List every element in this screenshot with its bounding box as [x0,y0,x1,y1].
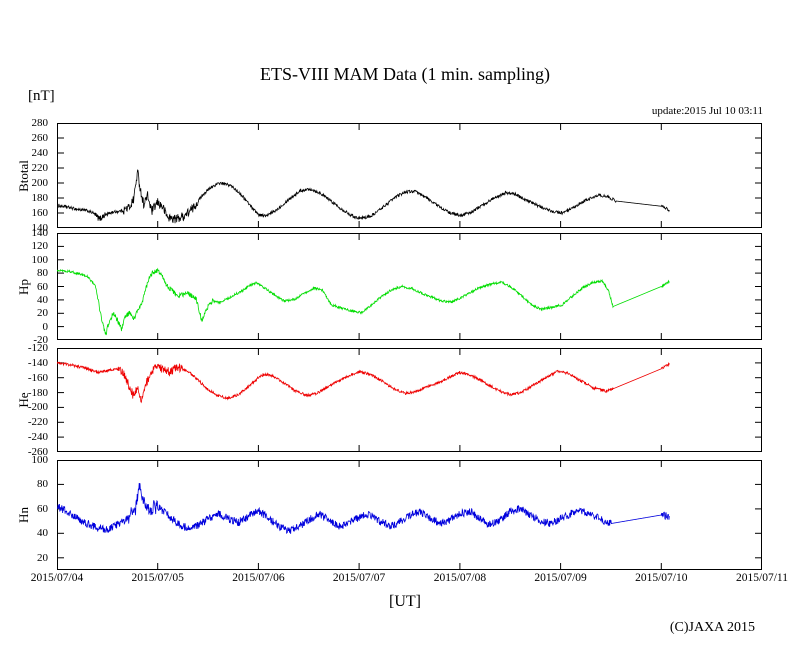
y-tick-label: -200 [27,401,48,414]
y-tick-label: -140 [27,356,48,369]
x-tick-label: 2015/07/08 [433,572,487,584]
y-tick-label: 100 [31,253,49,266]
y-tick-label: 40 [37,293,48,306]
copyright-label: (C)JAXA 2015 [669,620,755,635]
chart-title: ETS-VIII MAM Data (1 min. sampling) [260,64,550,84]
y-tick-label: 160 [31,207,49,219]
series-line-btotal [57,169,670,224]
plot-border [57,460,762,570]
x-tick-label: 2015/07/11 [736,572,788,584]
y-tick-label: 280 [31,117,49,129]
y-tick-label: -240 [27,431,48,444]
y-tick-label: 20 [37,307,48,320]
y-tick-labels-hp: -20 0 20 40 60 80 100 120 140 [0,227,53,346]
y-tick-label: 60 [37,502,48,515]
y-tick-label: -20 [33,334,48,346]
plot-border [57,233,762,340]
y-tick-label: 20 [37,551,48,564]
plot-border [57,123,762,228]
plot-area-btotal [57,123,762,228]
series-line-hn [57,482,670,535]
plot-area-hp [57,233,762,340]
y-tick-label: -160 [27,371,48,384]
panel-hn: Hn 20 40 60 80 100 [0,454,810,570]
y-tick-label: 140 [31,222,49,234]
y-tick-labels-he: -260 -240 -220 -200 -180 -160 -140 -120 [0,342,53,458]
y-tick-label: 120 [31,240,49,253]
y-tick-label: 80 [37,478,48,491]
y-tick-label: 180 [31,192,49,204]
series-line-hp [57,267,670,336]
y-tick-label: 260 [31,132,49,144]
plot-area-hn [57,460,762,570]
y-tick-labels-btotal: 140 160 180 200 220 240 260 280 [0,117,53,234]
y-tick-label: 60 [37,280,48,293]
panel-he: He -260 -240 -220 -200 -180 -160 -140 -120 [0,342,810,458]
x-tick-label: 2015/07/06 [232,572,285,584]
panel-btotal: Btotal 140 160 180 200 220 240 260 280 [0,117,810,234]
y-tick-label: 220 [31,162,49,174]
plot-area-he [57,348,762,452]
y-unit-label: [nT] [28,88,55,104]
y-tick-label: -220 [27,416,48,429]
y-tick-label: -260 [27,446,48,458]
y-tick-label: 240 [31,147,49,159]
panel-hp: Hp -20 0 20 40 60 80 100 120 140 [0,227,810,346]
y-tick-labels-hn: 20 40 60 80 100 [0,454,53,570]
series-line-he [57,361,670,404]
y-tick-label: -120 [27,342,48,354]
y-tick-label: 0 [42,320,49,333]
x-tick-label: 2015/07/04 [30,572,84,584]
y-tick-label: 140 [31,227,49,239]
x-tick-label: 2015/07/10 [635,572,688,584]
x-axis-label: [UT] [389,593,421,610]
y-tick-label: -180 [27,386,48,399]
x-tick-label: 2015/07/09 [534,572,587,584]
x-axis-tick-labels: 2015/07/04 2015/07/05 2015/07/06 2015/07/07… [0,572,810,586]
plot-border [57,348,762,452]
y-tick-label: 80 [37,267,48,280]
y-tick-label: 40 [37,527,48,540]
x-tick-label: 2015/07/05 [131,572,184,584]
y-tick-label: 100 [31,454,49,466]
update-timestamp: update:2015 Jul 10 03:11 [651,105,763,117]
y-tick-label: 200 [31,177,49,189]
x-tick-label: 2015/07/07 [332,572,386,584]
